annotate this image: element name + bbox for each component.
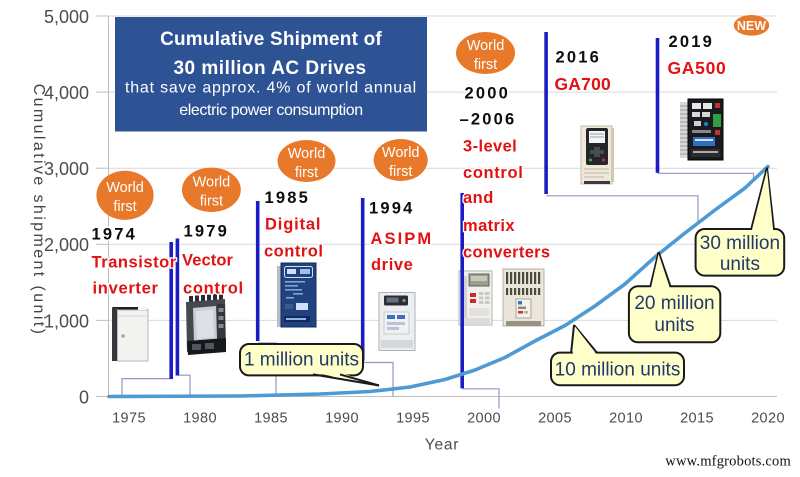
svg-text:first: first: [113, 199, 136, 215]
svg-text:that save approx. 4% of world: that save approx. 4% of world annual: [125, 80, 417, 97]
svg-text:30 million AC Drives: 30 million AC Drives: [173, 58, 366, 79]
svg-text:1,000: 1,000: [44, 311, 89, 331]
svg-text:1995: 1995: [396, 410, 430, 426]
svg-text:1975: 1975: [112, 410, 146, 426]
svg-text:World: World: [467, 38, 505, 54]
svg-text:first: first: [295, 165, 318, 181]
svg-text:2015: 2015: [680, 410, 714, 426]
svg-text:5,000: 5,000: [44, 7, 89, 27]
svg-text:matrix: matrix: [463, 217, 515, 235]
svg-text:2019: 2019: [669, 33, 715, 51]
svg-text:0: 0: [79, 387, 89, 407]
svg-text:2,000: 2,000: [44, 235, 89, 255]
svg-text:converters: converters: [463, 244, 550, 262]
svg-text:2020: 2020: [751, 410, 785, 426]
svg-text:Transistor: Transistor: [92, 253, 177, 271]
svg-text:first: first: [389, 164, 412, 180]
svg-text:20 million: 20 million: [634, 293, 714, 314]
svg-text:electric power consumption: electric power consumption: [179, 102, 362, 119]
svg-text:1994: 1994: [369, 200, 415, 218]
svg-text:4,000: 4,000: [44, 83, 89, 103]
svg-text:units: units: [654, 315, 694, 336]
svg-text:GA500: GA500: [668, 58, 727, 78]
svg-text:1974: 1974: [92, 225, 138, 243]
svg-text:World: World: [106, 180, 144, 196]
svg-text:Year: Year: [425, 437, 460, 454]
svg-text:units: units: [720, 254, 760, 275]
svg-text:3-level: 3-level: [463, 138, 517, 156]
svg-text:Cumulative shipment (unit): Cumulative shipment (unit): [30, 84, 47, 337]
svg-text:World: World: [193, 175, 231, 191]
svg-text:www.mfgrobots.com: www.mfgrobots.com: [665, 454, 791, 470]
svg-text:World: World: [288, 146, 326, 162]
svg-text:10 million units: 10 million units: [555, 360, 681, 381]
svg-text:–2006: –2006: [460, 111, 517, 129]
svg-text:control: control: [183, 280, 244, 298]
svg-text:1990: 1990: [325, 410, 359, 426]
svg-text:ASIPM: ASIPM: [371, 230, 434, 248]
svg-text:drive: drive: [371, 256, 413, 274]
svg-text:1980: 1980: [183, 410, 217, 426]
svg-text:GA700: GA700: [555, 74, 612, 94]
svg-text:2000: 2000: [467, 410, 501, 426]
svg-text:control: control: [264, 243, 323, 261]
svg-text:1985: 1985: [265, 189, 311, 207]
svg-text:control: control: [463, 164, 523, 182]
svg-text:1979: 1979: [184, 223, 230, 241]
svg-text:first: first: [474, 57, 497, 73]
svg-text:inverter: inverter: [93, 280, 159, 298]
svg-text:2010: 2010: [609, 410, 643, 426]
svg-text:Cumulative Shipment of: Cumulative Shipment of: [160, 29, 382, 50]
svg-text:Digital: Digital: [265, 215, 321, 233]
svg-text:30 million: 30 million: [700, 233, 780, 254]
svg-text:first: first: [200, 194, 223, 210]
svg-text:NEW: NEW: [737, 19, 766, 33]
svg-text:2005: 2005: [538, 410, 572, 426]
svg-text:1 million units: 1 million units: [244, 350, 359, 371]
svg-text:World: World: [382, 145, 420, 161]
svg-text:1985: 1985: [254, 410, 288, 426]
svg-text:2016: 2016: [556, 49, 602, 67]
svg-text:and: and: [463, 189, 494, 207]
svg-text:2000: 2000: [465, 85, 511, 103]
svg-text:Vector: Vector: [182, 252, 234, 270]
svg-text:3,000: 3,000: [44, 159, 89, 179]
